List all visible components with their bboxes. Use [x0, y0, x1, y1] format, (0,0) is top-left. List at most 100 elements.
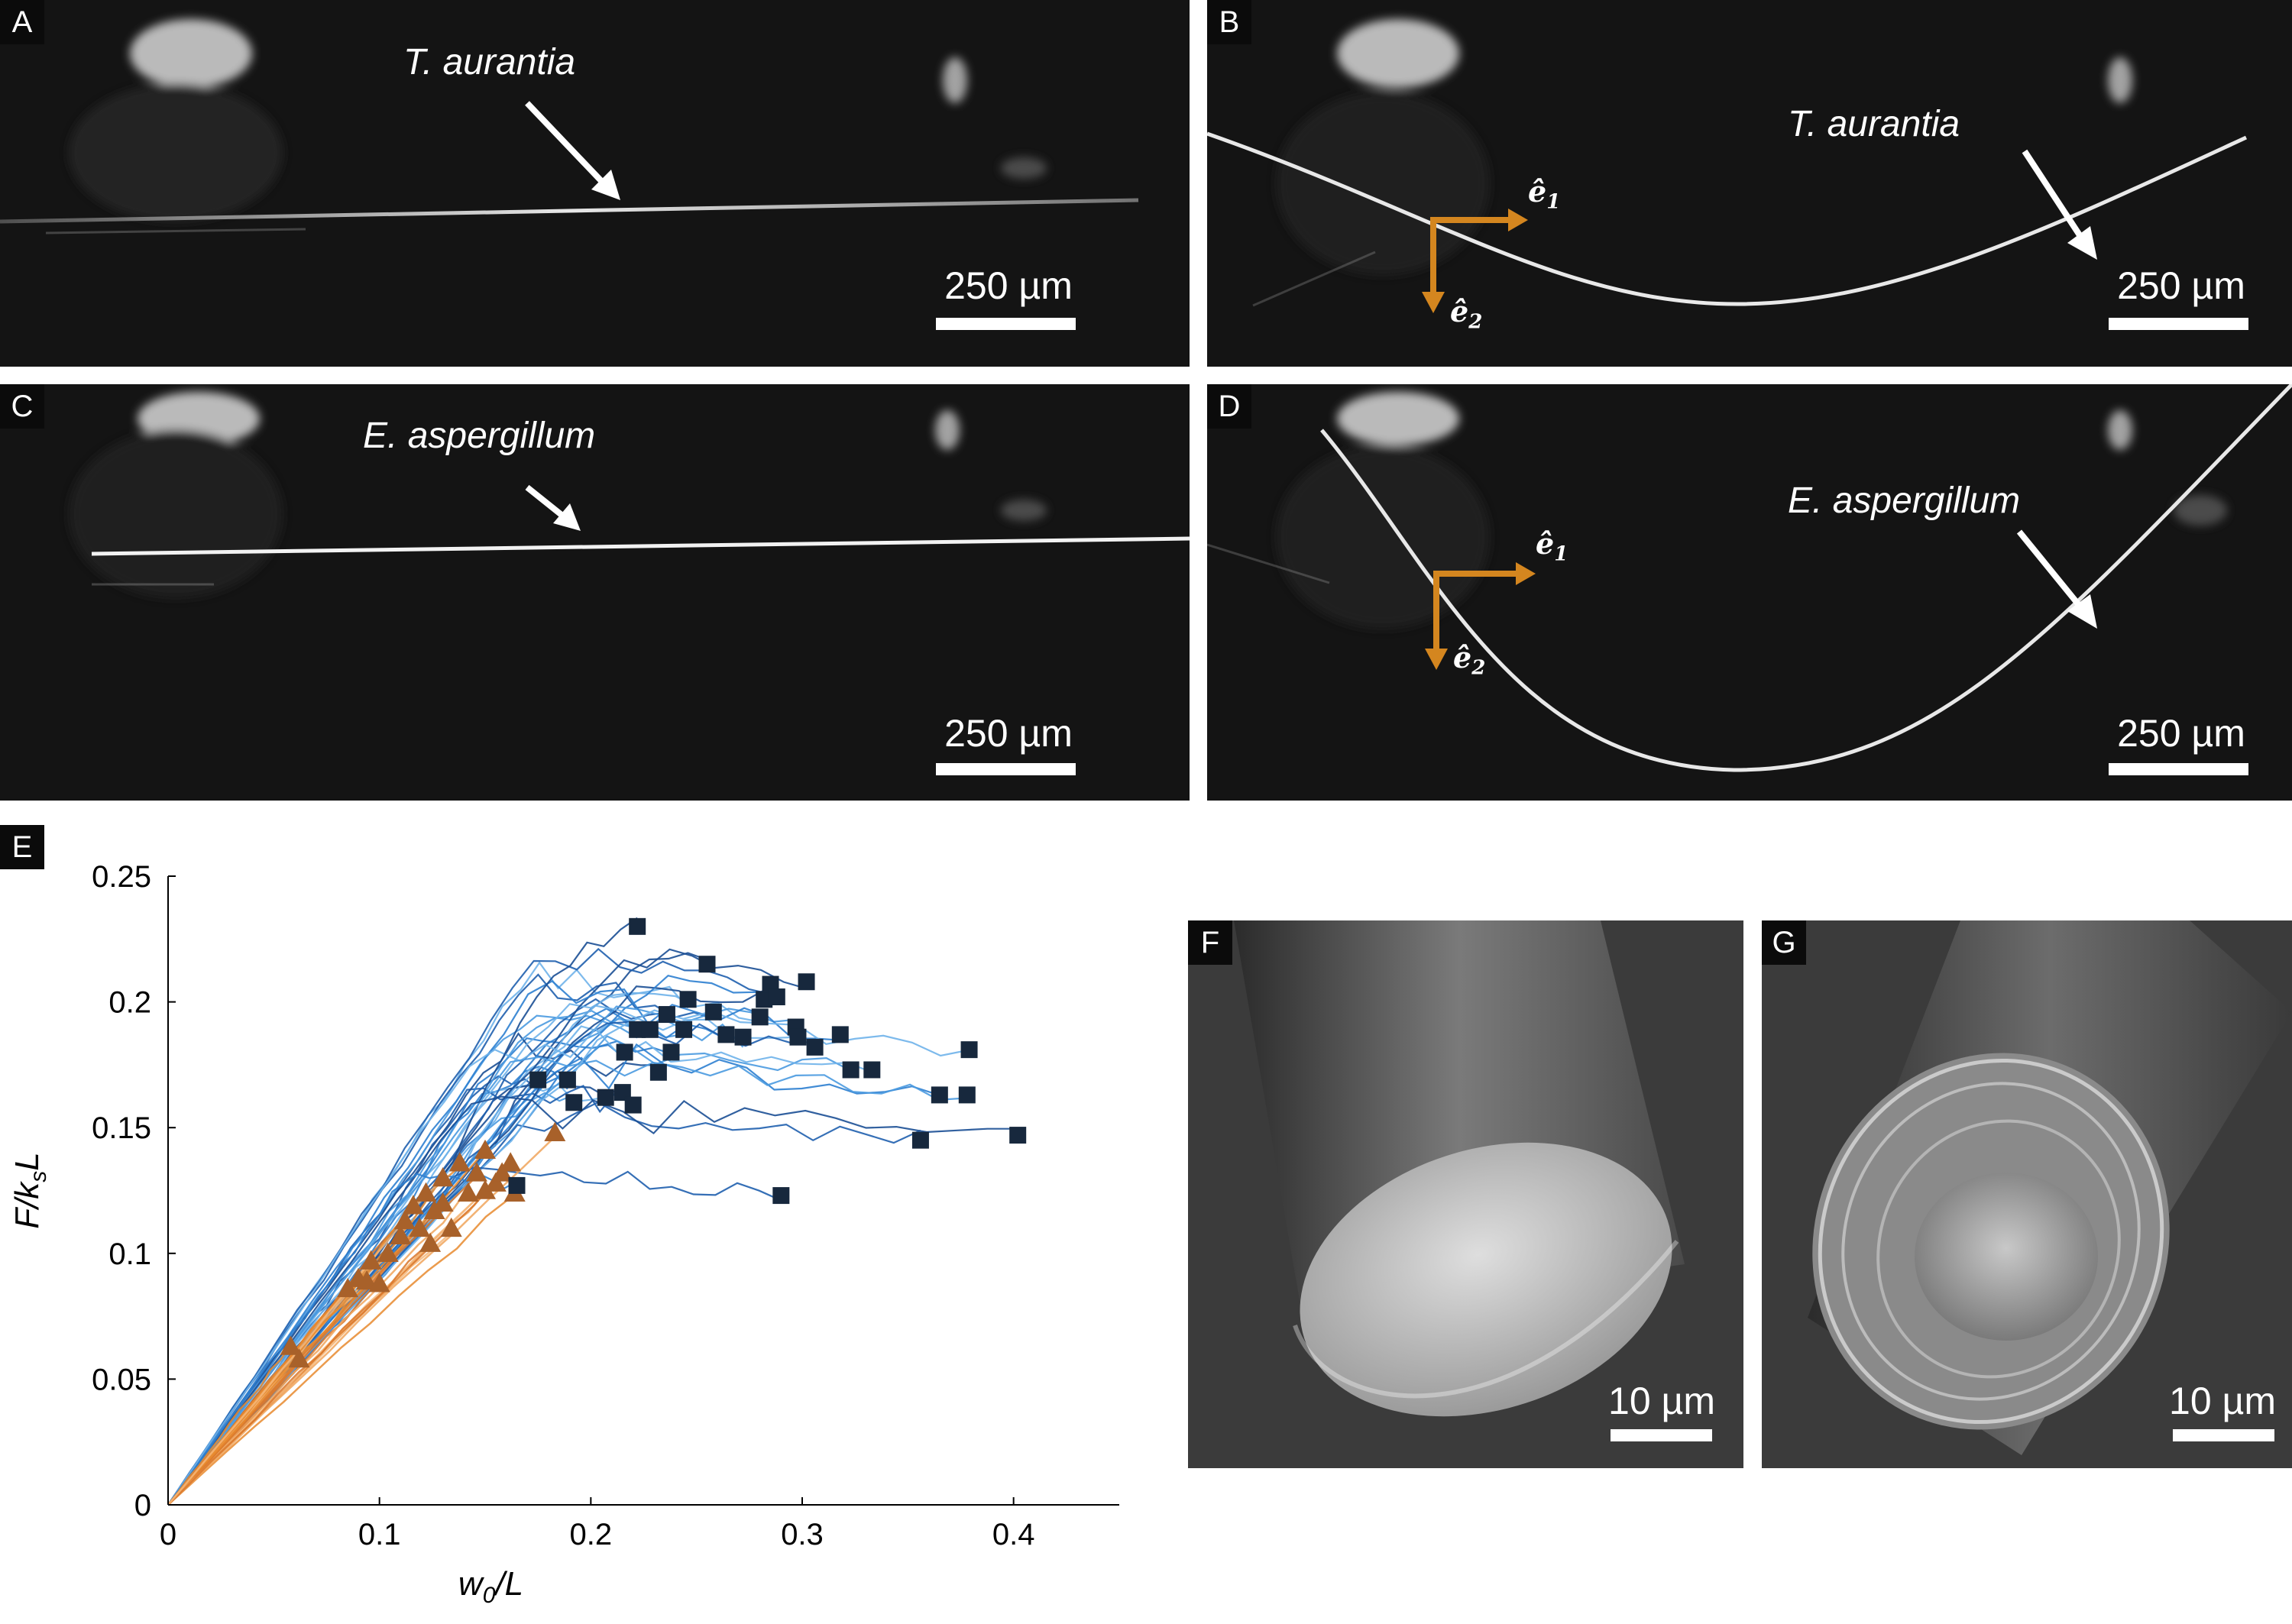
- triangle-marker: [377, 1242, 399, 1262]
- square-marker: [616, 1043, 633, 1061]
- triangle-marker: [360, 1250, 382, 1270]
- triangle-marker: [474, 1139, 496, 1160]
- panel-label: A: [0, 0, 44, 44]
- e2-label: ê2: [1450, 294, 1483, 334]
- blue-trajectory: [167, 1095, 1018, 1506]
- panel-g-image: [1762, 920, 2292, 1468]
- arrow-icon: [525, 101, 620, 200]
- scalebar-label: 10 µm: [2169, 1380, 2276, 1422]
- coordinate-axes-icon: [1422, 149, 2097, 313]
- panel-g: G 10 µm: [1762, 920, 2292, 1468]
- triangle-marker: [448, 1152, 471, 1172]
- triangle-marker: [432, 1167, 454, 1187]
- blue-trajectory: [167, 1056, 967, 1506]
- panel-label: F: [1188, 920, 1232, 965]
- species-label: T. aurantia: [1788, 104, 1960, 144]
- square-marker: [958, 1086, 976, 1104]
- square-marker: [649, 1063, 667, 1081]
- panel-label: G: [1762, 920, 1806, 965]
- blue-trajectory: [167, 1035, 852, 1506]
- blue-trajectory: [167, 947, 771, 1506]
- square-marker: [662, 1043, 680, 1061]
- x-axis-label: w0/L: [458, 1565, 523, 1608]
- y-tick-label: 0.15: [92, 1111, 151, 1145]
- y-tick-label: 0.25: [92, 860, 151, 894]
- orange-trajectory: [167, 1177, 444, 1506]
- blue-trajectory: [167, 1101, 921, 1506]
- species-label: E. aspergillum: [363, 416, 596, 456]
- panel-f-image: [1188, 920, 1743, 1468]
- scalebar-label: 10 µm: [1608, 1380, 1715, 1422]
- square-marker: [842, 1061, 860, 1079]
- panel-c-image: [69, 392, 1190, 598]
- triangle-marker: [457, 1182, 479, 1202]
- square-marker: [508, 1176, 526, 1194]
- square-marker: [806, 1038, 824, 1056]
- panel-a: A T. aurantia 250 µm: [0, 0, 1190, 367]
- triangle-marker: [280, 1335, 302, 1355]
- square-marker: [911, 1131, 929, 1149]
- species-label: T. aurantia: [403, 42, 576, 82]
- triangle-marker: [390, 1224, 412, 1244]
- triangle-marker: [544, 1121, 566, 1141]
- panel-c: C E. aspergillum 250 µm: [0, 384, 1190, 801]
- square-marker: [768, 988, 785, 1006]
- y-tick-label: 0.1: [108, 1237, 151, 1271]
- e2-label: ê2: [1453, 640, 1486, 680]
- x-tick-label: 0.2: [570, 1518, 613, 1551]
- triangle-marker: [393, 1210, 416, 1230]
- square-marker: [624, 1096, 642, 1114]
- orange-trajectory: [167, 1188, 469, 1506]
- scalebar: [2109, 318, 2248, 330]
- square-marker: [789, 1028, 807, 1046]
- triangle-marker: [419, 1232, 442, 1252]
- square-marker: [658, 1006, 675, 1024]
- square-marker: [675, 1021, 693, 1038]
- scalebar: [936, 763, 1076, 775]
- blue-trajectory: [167, 1166, 782, 1506]
- square-marker: [798, 973, 815, 991]
- scalebar-label: 250 µm: [2117, 264, 2245, 307]
- square-marker: [1009, 1127, 1027, 1144]
- blue-trajectory: [167, 1043, 940, 1506]
- arrow-icon: [2016, 529, 2089, 616]
- panel-a-image: [0, 19, 1139, 235]
- square-marker: [698, 956, 716, 973]
- square-marker: [558, 1071, 576, 1089]
- triangle-marker: [288, 1348, 310, 1368]
- square-marker: [629, 1021, 646, 1038]
- panel-label: E: [0, 825, 44, 869]
- square-marker: [679, 991, 697, 1008]
- y-tick-label: 0.2: [108, 986, 151, 1020]
- arrow-icon: [2022, 149, 2089, 247]
- blue-trajectory: [167, 992, 760, 1506]
- panel-label: D: [1207, 384, 1251, 429]
- triangle-marker: [500, 1152, 522, 1172]
- triangle-marker: [491, 1162, 513, 1182]
- panel-f: F 10 µm: [1188, 920, 1743, 1468]
- square-marker: [863, 1061, 881, 1079]
- scalebar: [2109, 763, 2248, 775]
- square-marker: [960, 1041, 978, 1059]
- triangle-marker: [474, 1179, 496, 1199]
- triangle-marker: [465, 1162, 487, 1182]
- square-marker: [751, 1008, 769, 1026]
- coordinate-axes-icon: [1425, 529, 2097, 670]
- square-marker: [565, 1094, 583, 1111]
- x-tick-label: 0.1: [358, 1518, 401, 1551]
- blue-trajectory: [167, 980, 840, 1506]
- triangle-marker: [409, 1217, 431, 1237]
- scalebar-label: 250 µm: [2117, 712, 2245, 755]
- square-marker: [629, 917, 646, 935]
- panel-label: C: [0, 384, 44, 429]
- chart-plot: 0 0.1 0.2 0.3 0.4 0 0.05 0.1 0.15 0.2 0.25 F/ksL w0/…: [8, 860, 1119, 1608]
- orange-trajectory: [167, 1193, 516, 1506]
- panel-label: B: [1207, 0, 1251, 44]
- triangle-marker: [402, 1195, 424, 1215]
- e1-label: ê1: [1536, 526, 1568, 566]
- blue-trajectory: [167, 1016, 744, 1506]
- triangle-marker: [432, 1192, 454, 1212]
- e1-label: ê1: [1528, 174, 1561, 214]
- square-marker: [772, 1187, 790, 1205]
- scalebar-label: 250 µm: [944, 712, 1073, 755]
